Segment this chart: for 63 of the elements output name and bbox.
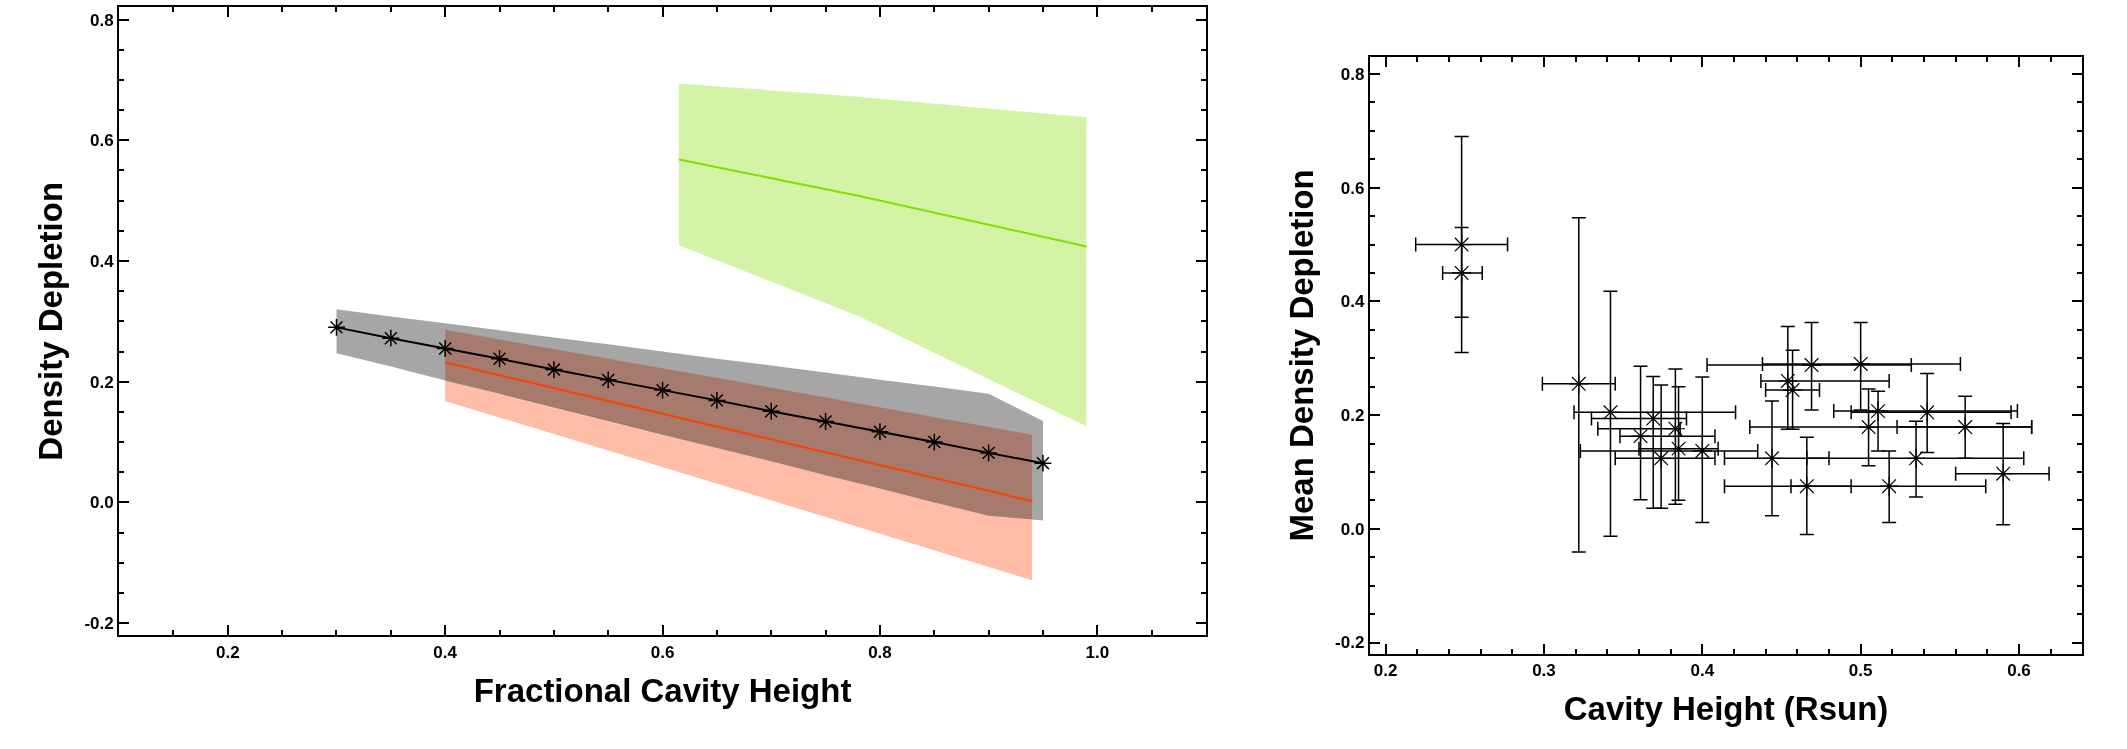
- point: [1867, 400, 1889, 422]
- y-axis-title: Mean Density Depletion: [1282, 169, 1320, 542]
- point: [1954, 416, 1976, 438]
- y-tick-label: -0.2: [84, 614, 114, 634]
- point: [1782, 379, 1803, 401]
- point: [544, 360, 564, 379]
- point: [1033, 454, 1053, 473]
- point: [1796, 475, 1818, 497]
- point: [816, 412, 835, 431]
- y-tick-label: 0.2: [90, 372, 114, 392]
- point: [1451, 234, 1472, 255]
- x-axis-title: Fractional Cavity Height: [473, 671, 852, 709]
- x-tick-label: 0.2: [1373, 661, 1398, 681]
- x-tick-label: 0.6: [2007, 661, 2031, 681]
- point: [762, 402, 781, 421]
- point: [1850, 353, 1871, 375]
- y-tick-label: -0.2: [1335, 633, 1365, 653]
- x-tick-label: 0.4: [433, 642, 458, 662]
- point: [1665, 418, 1686, 439]
- point: [381, 329, 400, 348]
- point: [1878, 475, 1900, 497]
- y-tick-label: 0.8: [1340, 64, 1365, 84]
- point: [1650, 448, 1672, 469]
- point: [490, 349, 509, 368]
- point: [979, 443, 998, 463]
- point: [1692, 440, 1713, 462]
- point: [707, 391, 727, 410]
- point: [1600, 402, 1621, 423]
- point: [1630, 425, 1651, 447]
- point: [1777, 370, 1799, 392]
- x-tick-label: 0.6: [650, 642, 675, 662]
- point: [1801, 354, 1822, 376]
- point: [1451, 262, 1472, 284]
- point: [870, 422, 890, 441]
- x-tick-label: 0.5: [1848, 661, 1873, 681]
- point: [599, 370, 618, 390]
- y-tick-label: 0.2: [1340, 406, 1365, 426]
- x-axis-title: Cavity Height (Rsun): [1563, 690, 1889, 728]
- y-tick-label: 0.6: [90, 131, 114, 151]
- x-tick-label: 0.3: [1532, 661, 1556, 681]
- point: [1568, 373, 1589, 395]
- point: [1992, 463, 2014, 484]
- point: [925, 432, 944, 452]
- x-tick-label: 0.4: [1690, 661, 1715, 681]
- point: [436, 339, 455, 358]
- point: [1668, 438, 1689, 459]
- y-tick-label: 0.0: [90, 493, 114, 513]
- y-axis-title: Density Depletion: [31, 181, 69, 461]
- y-tick-label: 0.0: [1340, 519, 1365, 539]
- y-tick-label: 0.4: [90, 251, 115, 271]
- point: [327, 318, 346, 337]
- y-tick-label: 0.6: [1340, 178, 1365, 198]
- point: [1761, 448, 1783, 469]
- x-tick-label: 0.2: [215, 642, 240, 662]
- y-tick-label: 0.4: [1340, 292, 1365, 312]
- x-tick-label: 0.8: [868, 642, 892, 662]
- point: [653, 380, 672, 400]
- x-tick-label: 1.0: [1085, 642, 1110, 662]
- y-tick-label: 0.8: [90, 10, 114, 30]
- point: [1905, 448, 1927, 469]
- point: [1643, 408, 1664, 429]
- point: [1858, 416, 1879, 438]
- point: [1916, 402, 1938, 423]
